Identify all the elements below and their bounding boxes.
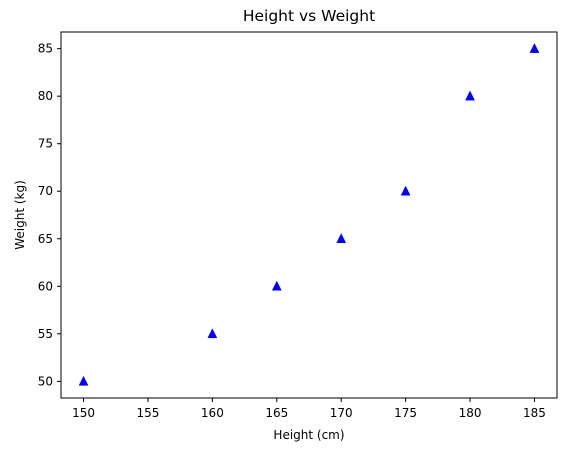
x-tick-label: 180	[459, 406, 482, 420]
y-tick-label: 85	[38, 42, 53, 56]
data-point-marker	[400, 185, 411, 196]
x-tick-label: 185	[523, 406, 546, 420]
x-tick-label: 170	[330, 406, 353, 420]
y-tick-label: 55	[38, 327, 53, 341]
data-point-marker	[336, 233, 347, 244]
x-tick-label: 155	[137, 406, 160, 420]
points-layer	[78, 43, 540, 386]
x-axis-label: Height (cm)	[273, 428, 344, 442]
data-point-marker	[207, 328, 218, 339]
x-tick-label: 165	[265, 406, 288, 420]
y-tick-label: 80	[38, 89, 53, 103]
data-point-marker	[465, 90, 475, 101]
x-tick-label: 150	[72, 406, 95, 420]
y-axis-label: Weight (kg)	[13, 180, 27, 250]
y-tick-label: 60	[38, 279, 53, 293]
y-tick-label: 70	[38, 184, 53, 198]
ticks-layer: 150 155 160 165 170 175 180 185 50 55 60 65 70 75 80 85	[38, 42, 546, 420]
y-tick-label: 65	[38, 232, 53, 246]
x-tick-label: 175	[394, 406, 417, 420]
x-tick-label: 160	[201, 406, 224, 420]
y-tick-label: 50	[38, 374, 53, 388]
y-tick-label: 75	[38, 137, 53, 151]
data-point-marker	[271, 280, 282, 291]
chart-title: Height vs Weight	[243, 7, 375, 25]
plot-area: 150 155 160 165 170 175 180 185 50 55 60 65 70 75 80 85	[38, 31, 558, 420]
plot-frame	[60, 31, 558, 399]
data-point-marker	[78, 375, 89, 386]
data-point-marker	[529, 43, 540, 53]
